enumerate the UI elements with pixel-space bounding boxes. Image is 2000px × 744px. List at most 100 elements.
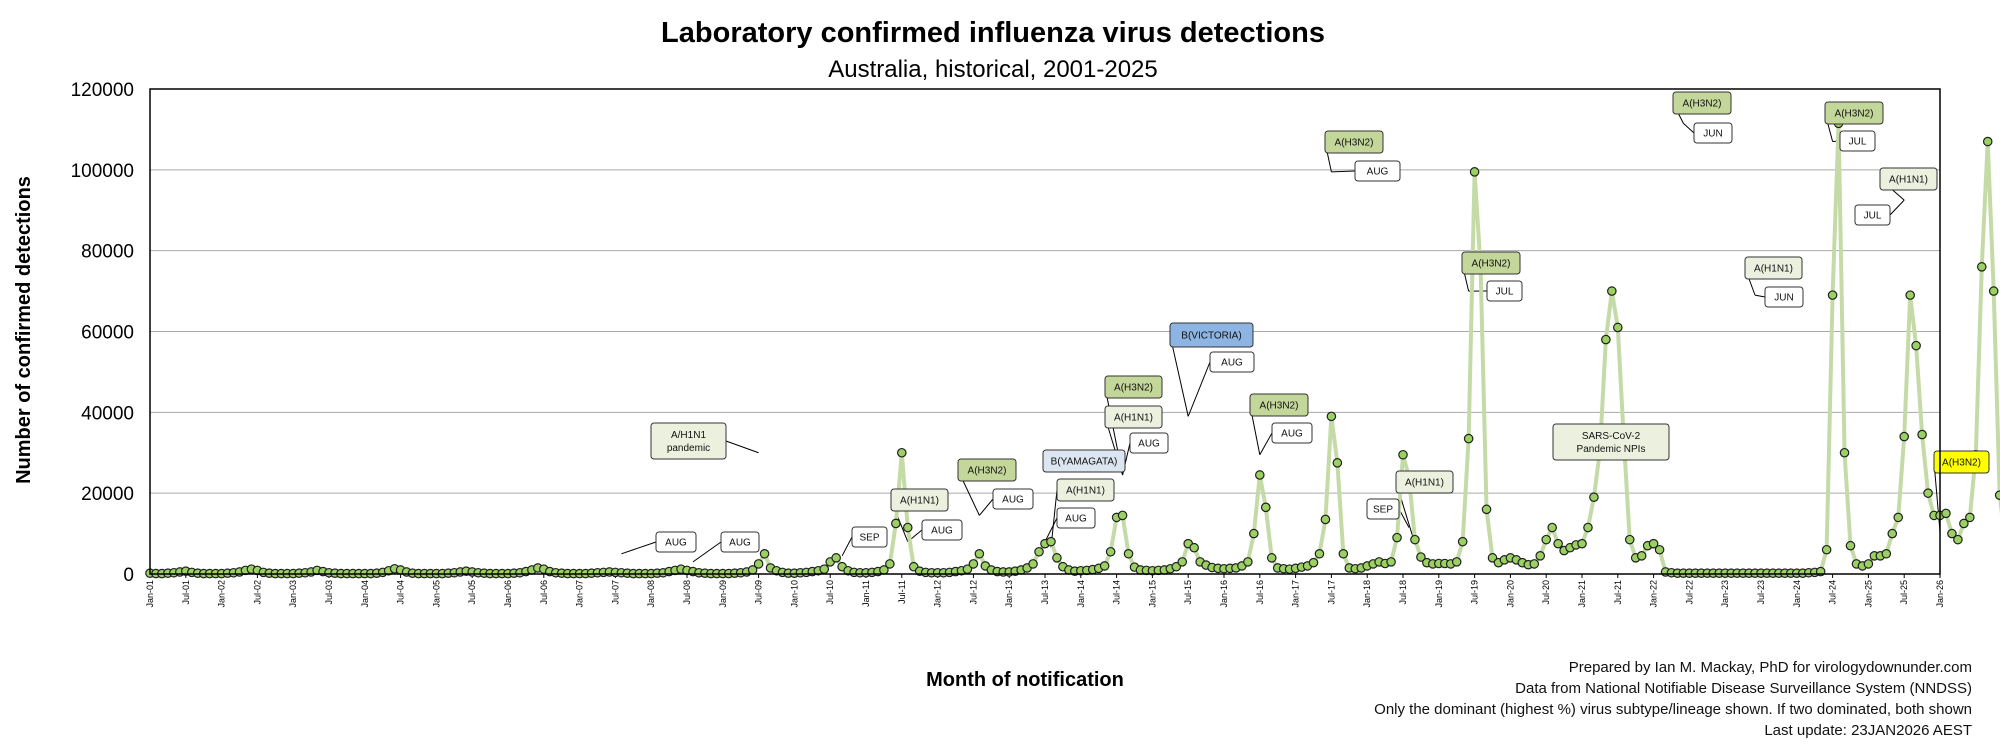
annotation-label: JUN xyxy=(1774,293,1793,304)
data-point xyxy=(1117,510,1128,521)
data-point xyxy=(1947,528,1957,539)
data-point xyxy=(1326,411,1337,422)
x-axis-title: Month of notification xyxy=(926,669,1124,691)
footer-source: Data from National Notifiable Disease Su… xyxy=(1515,680,1972,697)
data-point xyxy=(1541,534,1551,545)
annotation-box xyxy=(1854,204,1891,226)
chart-subtitle: Australia, historical, 2001-2025 xyxy=(828,56,1158,83)
data-point xyxy=(1481,504,1492,515)
annotation-callout: A(H1N1) xyxy=(1879,167,1938,191)
data-point xyxy=(1839,447,1850,458)
annotation-box xyxy=(1209,351,1255,373)
annotation-leader xyxy=(1754,294,1766,298)
annotation-box xyxy=(1395,470,1454,494)
x-tick-label: Jul-02 xyxy=(252,580,262,605)
x-tick-label: Jan-03 xyxy=(288,580,298,608)
annotation-leader xyxy=(1889,199,1905,216)
data-point xyxy=(902,522,913,533)
y-tick-label: 20000 xyxy=(81,484,134,505)
data-point xyxy=(1332,458,1343,468)
data-point xyxy=(1589,492,1599,503)
data-point xyxy=(1451,557,1462,567)
data-point xyxy=(1416,552,1426,562)
x-tick-label: Jan-14 xyxy=(1076,580,1086,608)
annotation-label: Pandemic NPIs xyxy=(1577,444,1646,455)
annotation-callout: B(YAMAGATA) xyxy=(1042,449,1126,473)
x-tick-label: Jul-16 xyxy=(1255,580,1265,605)
annotation-box xyxy=(1552,423,1670,461)
data-point xyxy=(1648,538,1659,549)
annotation-callout: A(H1N1) xyxy=(1744,256,1803,280)
annotation-callout: A(H1N1) xyxy=(1395,470,1454,494)
x-tick-label: Jul-06 xyxy=(539,580,549,605)
data-point xyxy=(1624,534,1635,545)
gridlines xyxy=(150,88,1940,494)
data-point xyxy=(968,559,979,569)
x-tick-label: Jul-13 xyxy=(1040,580,1050,605)
annotation-label: AUG xyxy=(1065,514,1087,525)
annotation-label: A(H3N2) xyxy=(1114,383,1153,394)
data-point xyxy=(753,559,764,569)
data-point xyxy=(1398,449,1408,460)
annotation-callout: A(H3N2) xyxy=(1249,393,1309,417)
data-point xyxy=(1469,167,1480,177)
annotation-leader xyxy=(1169,334,1189,417)
data-point xyxy=(1177,557,1188,567)
x-tick-label: Jan-04 xyxy=(360,580,370,608)
x-tick-label: Jul-18 xyxy=(1398,580,1408,605)
data-point xyxy=(1601,334,1611,345)
data-point xyxy=(1338,548,1349,559)
annotation-callout: A(H3N2) xyxy=(1933,450,1990,474)
annotation-box xyxy=(1744,256,1803,280)
x-tick-label: Jul-09 xyxy=(754,580,764,605)
annotation-callout: A(H1N1) xyxy=(1056,478,1115,502)
annotation-callout: A(H3N2) xyxy=(1824,101,1884,125)
annotation-callout: JUN xyxy=(1764,286,1804,308)
x-tick-label: Jul-19 xyxy=(1470,580,1480,605)
annotation-box xyxy=(1042,449,1126,473)
y-tick-label: 100000 xyxy=(71,161,134,182)
annotation-callout: SARS-CoV-2 Pandemic NPIs xyxy=(1552,423,1670,461)
annotation-callout: AUG xyxy=(655,531,697,553)
data-point xyxy=(1553,538,1563,549)
annotation-box xyxy=(650,422,727,460)
x-tick-label: Jul-08 xyxy=(682,580,692,605)
data-point xyxy=(1260,502,1271,513)
annotation-box xyxy=(890,488,949,512)
annotation-box xyxy=(1129,432,1169,454)
data-point xyxy=(885,559,895,569)
data-point xyxy=(1941,508,1951,519)
x-tick-label: Jul-17 xyxy=(1326,580,1336,605)
annotation-label: AUG xyxy=(729,538,751,549)
annotation-box xyxy=(1824,101,1884,125)
data-point xyxy=(1607,286,1617,296)
annotation-callout: A(H1N1) xyxy=(890,488,949,512)
x-tick-label: Jan-16 xyxy=(1219,580,1229,608)
data-point xyxy=(974,548,985,559)
x-tick-label: Jan-21 xyxy=(1577,580,1587,608)
annotation-label: A(H1N1) xyxy=(1889,175,1928,186)
data-point xyxy=(759,548,770,559)
data-point xyxy=(1994,490,2000,500)
x-tick-label: Jan-19 xyxy=(1434,580,1444,608)
annotation-callout: A(H1N1) xyxy=(1104,405,1163,429)
x-tick-label: Jan-26 xyxy=(1935,580,1945,608)
x-tick-label: Jul-01 xyxy=(181,580,191,605)
x-axis-ticks: Jan-01 Jul-01 Jan-02 Jul-02 Jan-03 Jul-03 Jan-… xyxy=(145,574,1945,608)
x-tick-label: Jan-02 xyxy=(217,580,227,608)
annotation-label: A(H1N1) xyxy=(1114,413,1153,424)
annotation-label: A(H1N1) xyxy=(1405,478,1444,489)
data-point xyxy=(1583,522,1593,533)
x-tick-label: Jul-03 xyxy=(324,580,334,605)
data-point xyxy=(1386,557,1396,567)
data-point xyxy=(1845,540,1856,551)
annotation-callout: SEP xyxy=(851,526,888,548)
annotation-box xyxy=(655,531,697,553)
series-line xyxy=(149,121,2000,576)
annotation-callout: JUL xyxy=(1839,130,1876,152)
data-point xyxy=(1821,544,1832,555)
data-point xyxy=(1099,561,1110,571)
annotation-box xyxy=(957,458,1017,482)
annotation-label: A(H3N2) xyxy=(1472,259,1511,270)
